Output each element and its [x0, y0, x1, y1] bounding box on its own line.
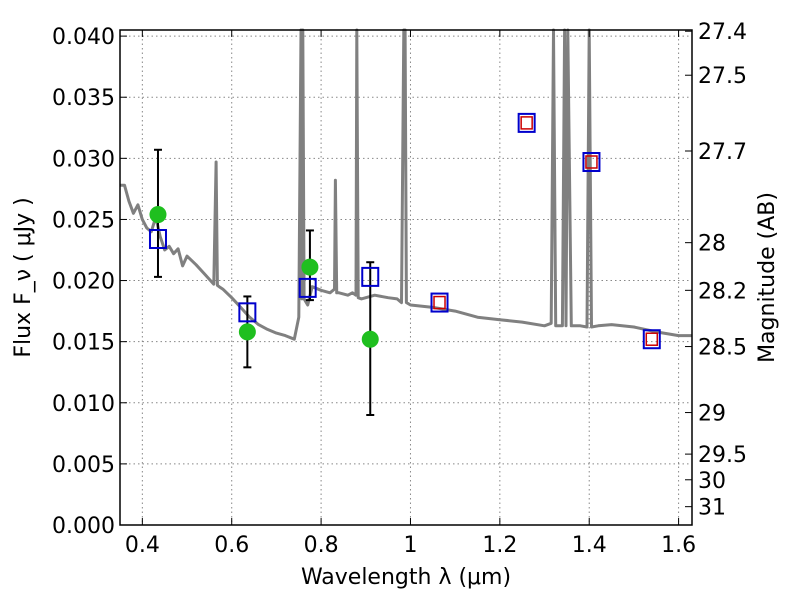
- x-tick-label: 1.4: [572, 533, 607, 558]
- x-tick-label: 1.6: [661, 533, 696, 558]
- model-photometry-square: [582, 152, 601, 172]
- y-tick-label: 0.020: [52, 270, 115, 295]
- observed-point: [301, 258, 319, 276]
- model-photometry-square: [430, 292, 449, 313]
- model-photometry-inner-square: [520, 116, 533, 130]
- y-axis-ticks: 0.000 0.005 0.010 0.015 0.020 0.025 0.030 0.035…: [52, 25, 127, 539]
- right-tick-label: 28: [698, 232, 726, 257]
- x-tick-label: 0.6: [214, 533, 249, 558]
- model-spectrum: [120, 28, 692, 341]
- right-tick-label: 31: [698, 496, 726, 521]
- right-tick-label: 27.4: [698, 20, 747, 45]
- model-photometry-inner-square: [585, 155, 598, 169]
- x-tick-label: 0.4: [125, 533, 160, 558]
- model-photometry-square: [361, 266, 380, 287]
- model-photometry-square: [517, 112, 536, 133]
- y-tick-label: 0.025: [52, 208, 115, 233]
- error-bars: [153, 148, 375, 416]
- x-tick-label: 0.8: [304, 533, 339, 558]
- right-tick-label: 29.5: [698, 443, 747, 468]
- y-tick-label: 0.040: [52, 25, 115, 50]
- model-photometry-inner-square: [433, 295, 446, 310]
- model-photometry-square: [642, 329, 661, 350]
- right-tick-label: 27.5: [698, 64, 747, 89]
- model-photometry-square: [238, 302, 257, 323]
- model-photometry-points: [148, 112, 661, 350]
- plot-frame: [119, 29, 693, 526]
- y-tick-label: 0.015: [52, 331, 115, 356]
- model-spectrum-line: [120, 28, 692, 341]
- y-tick-label: 0.010: [52, 392, 115, 417]
- y-tick-label: 0.030: [52, 147, 115, 172]
- right-tick-label: 30: [698, 469, 726, 494]
- model-photometry-square: [148, 229, 167, 249]
- model-photometry-inner-square: [645, 332, 659, 346]
- right-axis-label: Magnitude (AB): [755, 192, 780, 363]
- right-tick-label: 28.5: [698, 336, 747, 361]
- observed-points: [149, 206, 379, 348]
- x-tick-label: 1: [403, 533, 417, 558]
- y-axis-label: Flux F_ν ( μJy ): [11, 197, 36, 357]
- right-tick-label: 27.7: [698, 140, 747, 165]
- x-axis-label: Wavelength λ (μm): [301, 565, 511, 590]
- observed-point: [149, 206, 167, 224]
- observed-point: [361, 330, 379, 348]
- right-tick-label: 28.2: [698, 279, 747, 304]
- y-tick-label: 0.035: [52, 86, 115, 111]
- x-tick-label: 1.2: [482, 533, 517, 558]
- y-tick-label: 0.005: [52, 453, 115, 478]
- right-tick-label: 29: [698, 402, 726, 427]
- y-tick-label: 0.000: [52, 514, 115, 539]
- x-axis-ticks: 0.4 0.6 0.8 1 1.2 1.4 1.6: [125, 30, 696, 558]
- model-photometry-square: [298, 277, 317, 298]
- observed-point: [238, 323, 256, 341]
